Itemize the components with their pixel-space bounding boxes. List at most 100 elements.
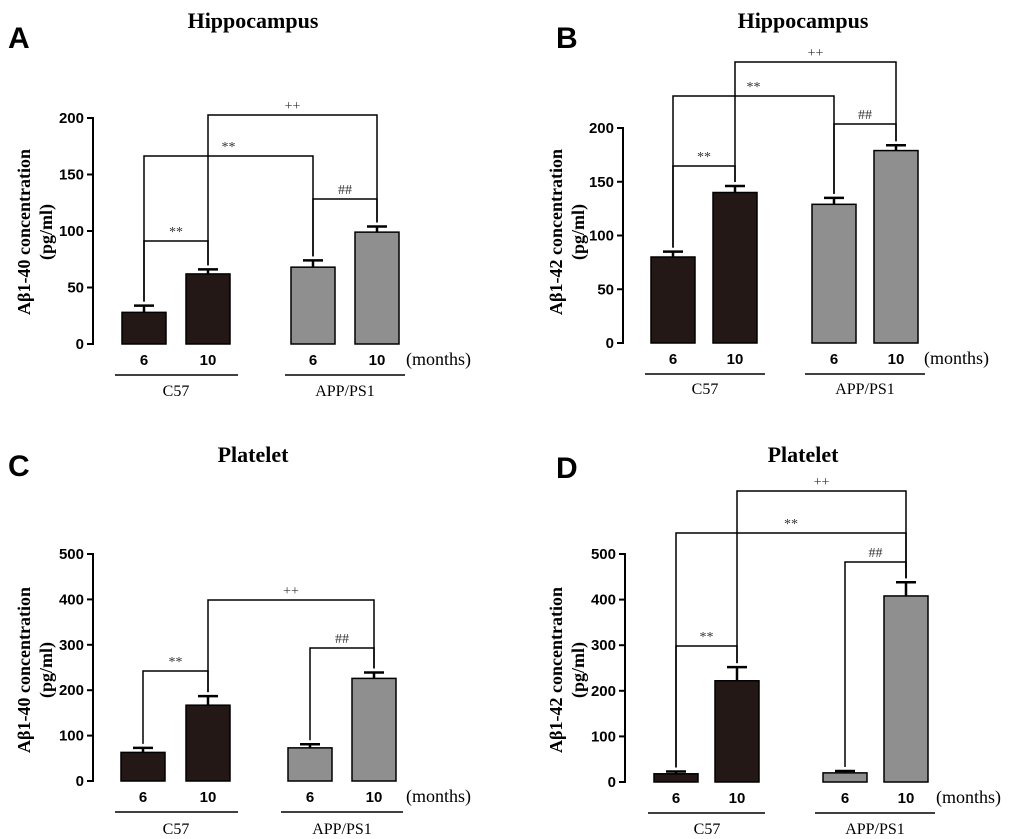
bar	[120, 751, 166, 782]
significance-label: ++	[814, 475, 830, 490]
y-tick-label: 400	[59, 591, 84, 608]
bar	[121, 311, 167, 345]
significance-label: ##	[869, 546, 883, 561]
significance-label: ##	[858, 108, 872, 123]
x-category-label: 6	[841, 790, 849, 807]
bar	[883, 595, 929, 783]
significance-label: **	[697, 150, 711, 165]
panel-d: D Platelet 0 100 200 300 400 500 Aβ1-42 concentr…	[546, 442, 1001, 838]
y-tick-label: 200	[59, 682, 84, 699]
y-axis-label: Aβ1-40 concentration (pg/ml)	[14, 149, 57, 315]
group-label: APP/PS1	[845, 821, 905, 838]
y-tick-label: 100	[59, 728, 84, 745]
y-axis-label-line1: Aβ1-42 concentration	[546, 149, 566, 315]
y-tick-label: 200	[59, 110, 84, 127]
bar	[873, 149, 919, 344]
bar	[185, 273, 231, 345]
x-category-label: 6	[306, 789, 314, 806]
x-category-label: 10	[366, 789, 383, 806]
significance-label: **	[700, 630, 714, 645]
bar	[351, 677, 397, 782]
significance-label: ++	[285, 99, 301, 114]
y-axis-label: Aβ1-40 concentration (pg/ml)	[14, 587, 57, 753]
y-tick-label: 100	[59, 223, 84, 240]
significance-bracket	[734, 61, 897, 183]
y-tick-label: 500	[59, 546, 84, 563]
x-category-label: 6	[309, 352, 317, 369]
bar	[811, 203, 857, 344]
bar	[354, 231, 400, 345]
x-category-label: 10	[898, 790, 915, 807]
y-axis-label-line2: (pg/ml)	[36, 642, 57, 698]
x-category-label: 10	[888, 351, 905, 368]
y-tick-label: 200	[589, 120, 614, 137]
panel-letter: C	[8, 450, 30, 483]
group-label: C57	[692, 381, 719, 398]
y-axis-label-line1: Aβ1-40 concentration	[14, 149, 34, 315]
bar	[714, 680, 760, 783]
bar	[712, 191, 758, 344]
panel-letter: B	[556, 22, 578, 55]
y-axis-label-line1: Aβ1-42 concentration	[546, 587, 566, 753]
y-tick-label: 200	[591, 683, 616, 700]
group-label: C57	[163, 821, 190, 838]
significance-label: ++	[808, 46, 824, 61]
x-category-label: 10	[200, 352, 217, 369]
significance-label: **	[169, 225, 183, 240]
y-tick-label: 150	[589, 174, 614, 191]
bar	[653, 773, 699, 783]
significance-label: **	[784, 517, 798, 532]
significance-bracket	[736, 490, 907, 664]
y-tick-label: 0	[76, 336, 84, 353]
y-tick-label: 300	[591, 637, 616, 654]
y-tick-label: 100	[591, 728, 616, 745]
chart-title: Platelet	[218, 442, 290, 467]
x-category-label: 6	[669, 351, 677, 368]
group-label: APP/PS1	[312, 821, 372, 838]
group-label: C57	[163, 383, 190, 400]
x-unit-label: (months)	[406, 349, 471, 370]
significance-bracket	[675, 532, 907, 768]
x-unit-label: (months)	[936, 787, 1001, 808]
bar	[822, 772, 868, 783]
y-tick-label: 0	[606, 335, 614, 352]
x-category-label: 10	[727, 351, 744, 368]
chart-title: Platelet	[768, 442, 840, 467]
bar	[290, 266, 336, 345]
significance-bracket	[672, 95, 835, 248]
panel-letter: D	[556, 452, 578, 485]
y-tick-label: 500	[591, 546, 616, 563]
y-axis-label-line2: (pg/ml)	[36, 204, 57, 260]
y-tick-label: 0	[76, 773, 84, 790]
y-axis-label-line2: (pg/ml)	[568, 204, 589, 260]
x-unit-label: (months)	[406, 786, 471, 807]
x-category-label: 10	[369, 352, 386, 369]
bar	[185, 704, 231, 782]
significance-label: **	[747, 80, 761, 95]
x-category-label: 6	[830, 351, 838, 368]
panel-c: C Platelet 0 100 200 300 400 500 Aβ1-40 concentr…	[8, 442, 471, 838]
y-axis-label-line1: Aβ1-40 concentration	[14, 587, 34, 753]
panel-a: A Hippocampus 0 50 100 150 200 Aβ1-40 concentra…	[8, 8, 471, 400]
y-axis-label: Aβ1-42 concentration (pg/ml)	[546, 149, 589, 315]
bar	[650, 256, 696, 344]
y-tick-label: 400	[591, 592, 616, 609]
x-category-label: 6	[672, 790, 680, 807]
x-category-label: 6	[140, 352, 148, 369]
group-label: APP/PS1	[315, 383, 375, 400]
group-label: C57	[694, 821, 721, 838]
y-tick-label: 50	[67, 280, 84, 297]
y-tick-label: 100	[589, 228, 614, 245]
significance-label: **	[222, 140, 236, 155]
y-axis-label-line2: (pg/ml)	[568, 642, 589, 698]
x-unit-label: (months)	[924, 348, 989, 369]
significance-bracket	[143, 155, 314, 302]
y-axis-label: Aβ1-42 concentration (pg/ml)	[546, 587, 589, 753]
chart-title: Hippocampus	[738, 8, 869, 33]
y-tick-label: 300	[59, 637, 84, 654]
significance-bracket	[207, 114, 378, 266]
panel-letter: A	[8, 22, 30, 55]
x-category-label: 10	[200, 789, 217, 806]
